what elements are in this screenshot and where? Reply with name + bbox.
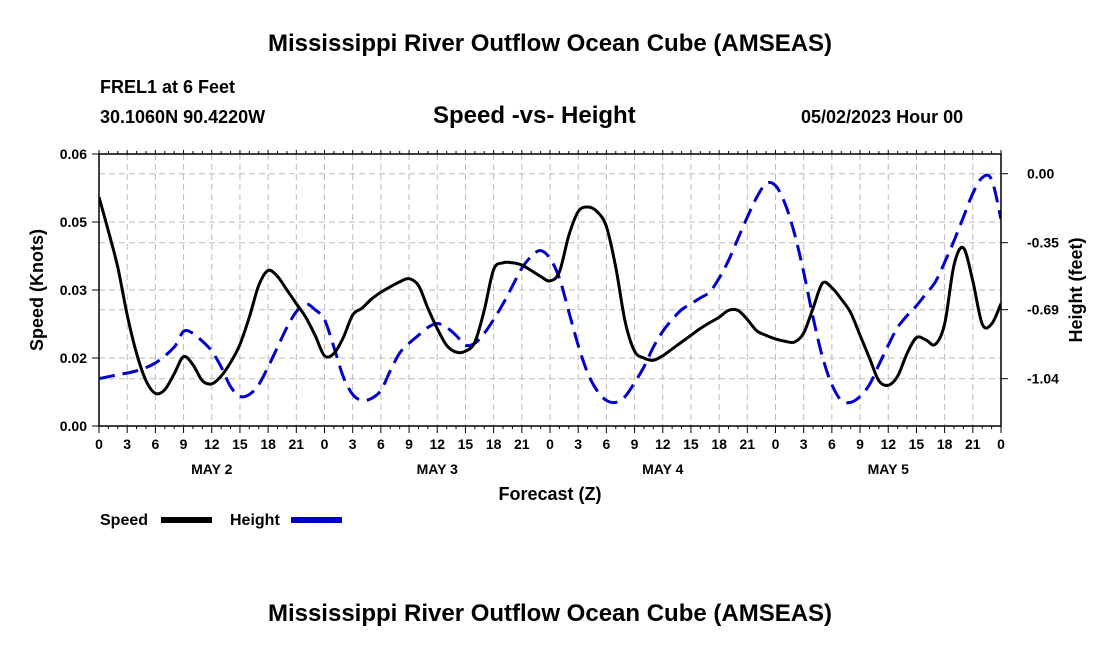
x-tick-label: 21 — [740, 436, 756, 452]
x-tick-label: 18 — [711, 436, 727, 452]
x-tick-label: 9 — [856, 436, 864, 452]
x-tick-label: 6 — [151, 436, 159, 452]
x-tick-label: 3 — [574, 436, 582, 452]
x-tick-label: 12 — [880, 436, 896, 452]
legend: Speed Height — [100, 512, 342, 529]
x-axis-title: Forecast (Z) — [498, 484, 601, 504]
station-label: FREL1 at 6 Feet — [100, 77, 236, 97]
legend-speed-label: Speed — [100, 512, 148, 529]
footer-title: Mississippi River Outflow Ocean Cube (AM… — [267, 600, 833, 627]
y2-tick-label: -1.04 — [1027, 371, 1059, 387]
x-tick-label: 15 — [232, 436, 248, 452]
x-tick-label: 15 — [683, 436, 699, 452]
x-tick-label: 12 — [204, 436, 220, 452]
day-label: MAY 3 — [417, 461, 458, 477]
x-tick-label: 3 — [349, 436, 357, 452]
series-line-height — [99, 173, 1001, 405]
x-tick-label: 12 — [429, 436, 445, 452]
x-tick-label: 0 — [997, 436, 1005, 452]
plot-title: Speed -vs- Height — [433, 102, 636, 129]
x-tick-label: 21 — [289, 436, 305, 452]
x-tick-label: 21 — [514, 436, 530, 452]
x-tick-label: 15 — [909, 436, 925, 452]
chart: 0 3 6 9 12 15 18 21 0 3 6 9 12 15 18 21 0 3 6 9 12 15 18 21 0 3 6 9… — [27, 146, 1086, 529]
y-tick-label: 0.06 — [60, 146, 87, 162]
x-tick-label: 18 — [937, 436, 953, 452]
tick-marks — [92, 150, 1008, 433]
y-axis-title: Speed (Knots) — [27, 229, 47, 351]
legend-height-label: Height — [230, 512, 280, 529]
x-tick-label: 9 — [180, 436, 188, 452]
day-label: MAY 5 — [868, 461, 909, 477]
y-tick-label: 0.02 — [60, 350, 87, 366]
grid — [99, 154, 1001, 426]
day-label: MAY 2 — [191, 461, 232, 477]
coordinates-label: 30.1060N 90.4220W — [100, 107, 266, 127]
x-tick-label: 0 — [772, 436, 780, 452]
series-group — [99, 173, 1001, 405]
x-tick-label: 9 — [631, 436, 639, 452]
x-tick-label: 12 — [655, 436, 671, 452]
x-tick-label: 6 — [602, 436, 610, 452]
y-tick-label: 0.03 — [60, 282, 87, 298]
tick-labels: 0 3 6 9 12 15 18 21 0 3 6 9 12 15 18 21 0 3 6 9 12 15 18 21 0 3 6 9… — [60, 146, 1059, 477]
x-tick-label: 18 — [260, 436, 276, 452]
x-tick-label: 15 — [458, 436, 474, 452]
date-label: 05/02/2023 Hour 00 — [801, 107, 964, 127]
y2-tick-label: -0.35 — [1027, 235, 1059, 251]
y2-tick-label: -0.69 — [1027, 302, 1059, 318]
y-tick-label: 0.05 — [60, 214, 87, 230]
series-line-speed — [99, 196, 1001, 396]
x-tick-label: 3 — [123, 436, 131, 452]
x-tick-label: 0 — [95, 436, 103, 452]
x-tick-label: 21 — [965, 436, 981, 452]
x-tick-label: 6 — [828, 436, 836, 452]
day-label: MAY 4 — [642, 461, 683, 477]
x-tick-label: 6 — [377, 436, 385, 452]
x-tick-label: 3 — [800, 436, 808, 452]
y2-tick-label: 0.00 — [1027, 166, 1054, 182]
x-tick-label: 0 — [546, 436, 554, 452]
main-title: Mississippi River Outflow Ocean Cube (AM… — [267, 30, 833, 57]
x-tick-label: 9 — [405, 436, 413, 452]
x-tick-label: 0 — [321, 436, 329, 452]
y2-axis-title: Height (feet) — [1066, 238, 1086, 343]
y-tick-label: 0.00 — [60, 418, 87, 434]
x-tick-label: 18 — [486, 436, 502, 452]
